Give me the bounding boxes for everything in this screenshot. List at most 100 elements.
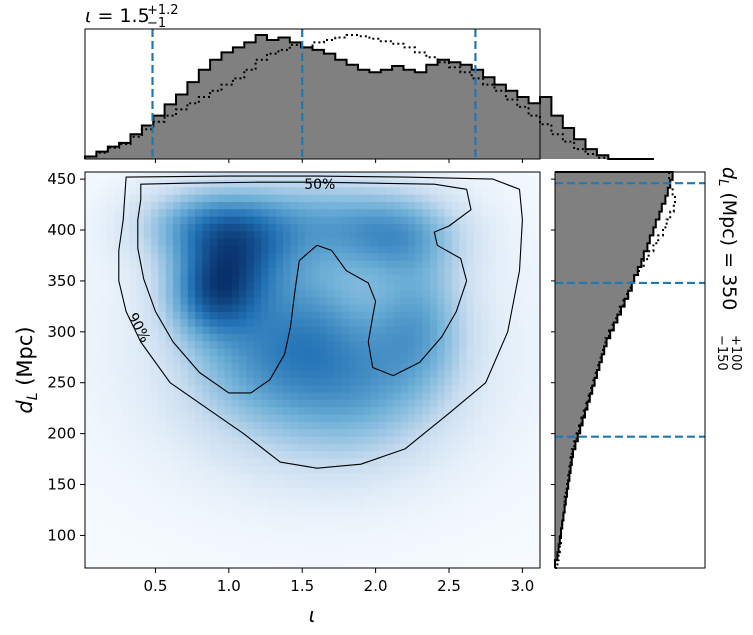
heatmap-cell <box>437 450 446 459</box>
heatmap-cell <box>371 436 380 444</box>
heatmap-cell <box>107 296 115 305</box>
heatmap-cell <box>407 274 416 283</box>
heatmap-cell <box>180 260 189 268</box>
heatmap-cell <box>312 406 321 415</box>
heatmap-cell <box>99 274 108 283</box>
heatmap-cell <box>407 172 416 180</box>
heatmap-cell <box>129 296 137 305</box>
heatmap-cell <box>129 538 137 547</box>
heatmap-cell <box>290 414 299 422</box>
heatmap-cell <box>143 208 152 217</box>
heatmap-cell <box>187 370 196 378</box>
heatmap-cell <box>158 208 167 217</box>
heatmap-cell <box>187 355 196 364</box>
heatmap-cell <box>503 421 512 430</box>
heatmap-cell <box>503 502 512 510</box>
heatmap-cell <box>129 436 137 444</box>
heatmap-cell <box>356 172 365 180</box>
right-label-symbol: d <box>718 167 740 180</box>
heatmap-cell <box>415 392 424 400</box>
heatmap-cell <box>268 487 277 496</box>
heatmap-cell <box>173 472 181 481</box>
heatmap-cell <box>407 348 416 356</box>
heatmap-cell <box>525 370 534 378</box>
heatmap-cell <box>488 436 497 444</box>
heatmap-cell <box>114 340 123 349</box>
heatmap-cell <box>283 362 292 371</box>
heatmap-cell <box>305 260 314 268</box>
heatmap-cell <box>268 274 277 283</box>
heatmap-cell <box>503 326 512 334</box>
joint-frame <box>84 171 541 569</box>
heatmap-cell <box>473 304 482 312</box>
heatmap-cell <box>349 414 358 422</box>
heatmap-cell <box>187 296 196 305</box>
heatmap-cell <box>459 392 468 400</box>
heatmap-cell <box>202 326 211 334</box>
heatmap-cell <box>363 450 372 459</box>
heatmap-cell <box>385 194 394 202</box>
heatmap-cell <box>444 421 453 430</box>
heatmap-cell <box>385 392 394 400</box>
heatmap-cell <box>451 443 460 452</box>
heatmap-cell <box>444 333 453 342</box>
heatmap-cell <box>422 421 431 430</box>
heatmap-cell <box>473 318 482 327</box>
heatmap-cell <box>349 516 358 525</box>
heatmap-cell <box>393 340 402 349</box>
heatmap-cell <box>173 208 181 217</box>
heatmap-cell <box>481 230 490 239</box>
heatmap-cell <box>143 370 152 378</box>
heatmap-cell <box>121 509 130 518</box>
heatmap-cell <box>151 179 159 188</box>
heatmap-cell <box>385 524 394 532</box>
heatmap-cell <box>158 524 167 532</box>
heatmap-cell <box>525 340 534 349</box>
heatmap-cell <box>363 318 372 327</box>
heatmap-cell <box>290 538 299 547</box>
heatmap-cell <box>363 392 372 400</box>
heatmap-cell <box>297 560 306 568</box>
heatmap-cell <box>488 443 497 452</box>
heatmap-cell <box>393 238 402 246</box>
heatmap-cell <box>165 318 174 327</box>
heatmap-cell <box>275 553 284 562</box>
heatmap-cell <box>151 238 159 246</box>
heatmap-cell <box>261 201 270 210</box>
heatmap-cell <box>165 538 174 547</box>
heatmap-cell <box>319 311 328 320</box>
heatmap-cell <box>437 377 446 386</box>
heatmap-cell <box>415 538 424 547</box>
heatmap-cell <box>143 201 152 210</box>
heatmap-cell <box>92 186 101 195</box>
heatmap-cell <box>481 384 490 393</box>
heatmap-cell <box>466 480 475 488</box>
heatmap-cell <box>275 406 284 415</box>
heatmap-cell <box>85 296 93 305</box>
heatmap-cell <box>268 531 277 540</box>
heatmap-cell <box>363 421 372 430</box>
heatmap-cell <box>143 472 152 481</box>
heatmap-cell <box>503 458 512 466</box>
heatmap-cell <box>459 531 468 540</box>
heatmap-cell <box>510 260 519 268</box>
heatmap-cell <box>393 509 402 518</box>
heatmap-cell <box>107 524 115 532</box>
heatmap-cell <box>187 399 196 408</box>
heatmap-cell <box>253 274 262 283</box>
heatmap-cell <box>224 553 233 562</box>
heatmap-cell <box>261 340 270 349</box>
heatmap-cell <box>224 186 233 195</box>
heatmap-cell <box>99 318 108 327</box>
heatmap-cell <box>297 238 306 246</box>
heatmap-cell <box>473 201 482 210</box>
heatmap-cell <box>114 487 123 496</box>
heatmap-cell <box>129 399 137 408</box>
heatmap-cell <box>327 465 336 474</box>
heatmap-cell <box>224 436 233 444</box>
heatmap-cell <box>99 348 108 356</box>
y-tick-label: 200 <box>47 425 76 443</box>
heatmap-cell <box>231 414 240 422</box>
heatmap-cell <box>239 524 248 532</box>
heatmap-cell <box>268 260 277 268</box>
